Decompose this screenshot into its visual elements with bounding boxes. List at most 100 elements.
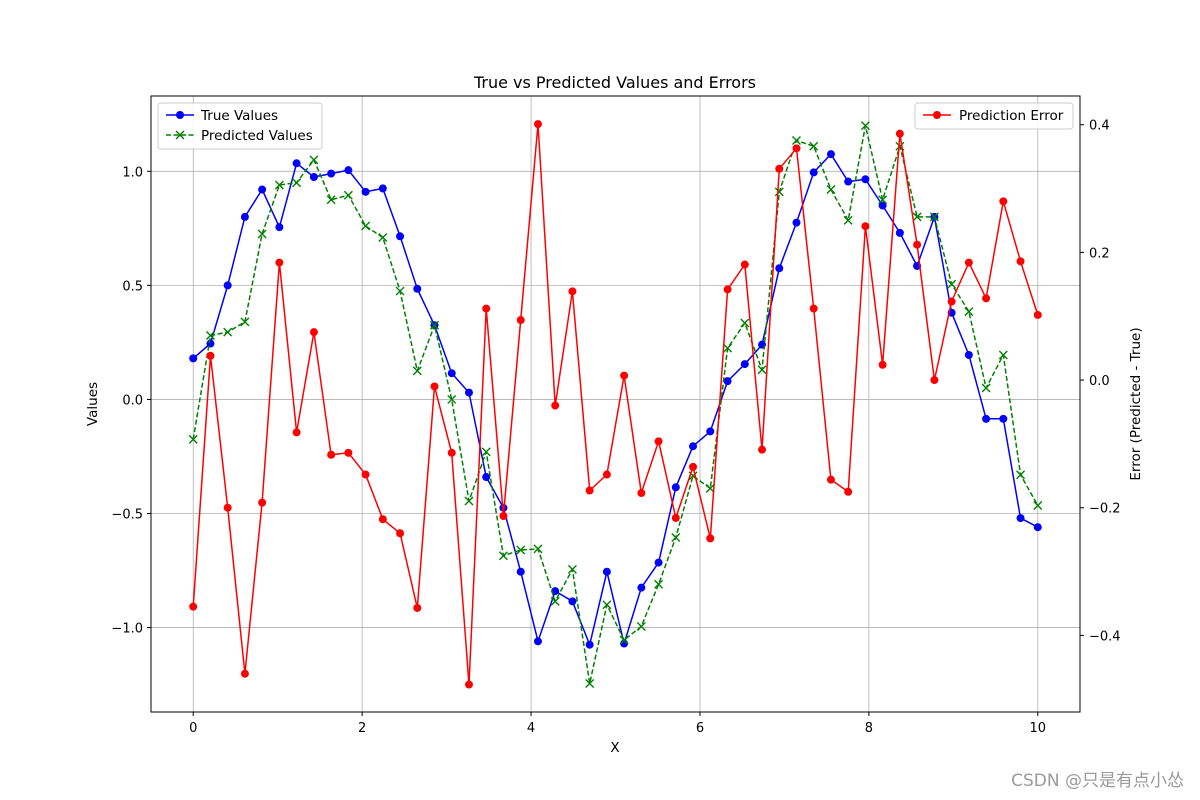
y2-axis-label: Error (Predicted - True) xyxy=(1128,327,1144,480)
legend-true-marker xyxy=(176,111,184,119)
point-predicted-values-19 xyxy=(516,545,526,555)
point-true-values-36 xyxy=(809,168,818,177)
point-prediction-error-39 xyxy=(861,222,870,231)
point-prediction-error-36 xyxy=(809,304,818,313)
point-prediction-error-34 xyxy=(775,164,784,173)
point-true-values-24 xyxy=(602,567,611,576)
point-true-values-20 xyxy=(533,637,542,646)
point-prediction-error-45 xyxy=(964,258,973,267)
y-tick-label-3: 0.5 xyxy=(122,279,143,294)
point-predicted-values-7 xyxy=(309,155,319,165)
point-prediction-error-27 xyxy=(654,437,663,446)
point-true-values-48 xyxy=(1016,514,1025,523)
point-true-values-4 xyxy=(258,185,267,194)
y2-tick-label-2: 0.0 xyxy=(1089,374,1110,389)
point-true-values-45 xyxy=(964,350,973,359)
series-prediction-error xyxy=(189,120,1042,689)
point-prediction-error-41 xyxy=(895,129,904,138)
point-predicted-values-42 xyxy=(912,212,922,222)
point-predicted-values-17 xyxy=(481,447,491,457)
point-prediction-error-31 xyxy=(723,285,732,294)
point-true-values-39 xyxy=(861,175,870,184)
point-prediction-error-33 xyxy=(758,445,767,454)
point-prediction-error-49 xyxy=(1033,310,1042,319)
point-predicted-values-18 xyxy=(498,551,508,561)
point-predicted-values-11 xyxy=(378,232,388,242)
point-prediction-error-30 xyxy=(706,534,715,543)
point-predicted-values-0 xyxy=(188,434,198,444)
legend-right-box xyxy=(914,102,1074,130)
point-prediction-error-32 xyxy=(740,260,749,269)
point-true-values-31 xyxy=(723,377,732,386)
point-prediction-error-48 xyxy=(1016,257,1025,266)
point-predicted-values-25 xyxy=(619,635,629,645)
point-predicted-values-5 xyxy=(274,180,284,190)
point-true-values-13 xyxy=(413,284,422,293)
point-prediction-error-22 xyxy=(568,287,577,296)
point-true-values-49 xyxy=(1033,523,1042,532)
x-axis-label: X xyxy=(610,740,619,756)
point-true-values-12 xyxy=(396,232,405,241)
axis-ticks: 0 2 4 6 8 10 −1.0 −0.5 0.0 0.5 1.0 −0.4 −0.2 0.0 0.2 0.… xyxy=(111,119,1120,736)
point-prediction-error-8 xyxy=(327,450,336,459)
point-predicted-values-12 xyxy=(395,286,405,296)
point-prediction-error-44 xyxy=(947,297,956,306)
point-prediction-error-26 xyxy=(637,489,646,498)
watermark: CSDN @只是有点小怂 xyxy=(1011,771,1184,791)
point-prediction-error-37 xyxy=(826,475,835,484)
point-true-values-5 xyxy=(275,223,284,232)
point-true-values-2 xyxy=(223,281,232,290)
y-axis-label: Values xyxy=(85,382,101,426)
point-true-values-26 xyxy=(637,583,646,592)
x-tick-label-0: 0 xyxy=(189,721,197,736)
legend-error-marker xyxy=(933,111,941,119)
point-true-values-40 xyxy=(878,201,887,210)
point-prediction-error-47 xyxy=(999,197,1008,206)
point-prediction-error-40 xyxy=(878,360,887,369)
point-true-values-30 xyxy=(706,427,715,436)
plot-series xyxy=(188,120,1043,689)
point-true-values-0 xyxy=(189,354,198,363)
point-prediction-error-25 xyxy=(620,371,629,380)
point-true-values-38 xyxy=(844,177,853,186)
point-predicted-values-1 xyxy=(205,331,215,341)
point-predicted-values-16 xyxy=(464,496,474,506)
chart-title: True vs Predicted Values and Errors xyxy=(473,73,756,92)
point-predicted-values-38 xyxy=(843,215,853,225)
y-tick-label-1: −0.5 xyxy=(111,508,143,523)
point-predicted-values-14 xyxy=(430,320,440,330)
y2-tick-label-3: 0.2 xyxy=(1089,246,1110,261)
point-predicted-values-10 xyxy=(361,221,371,231)
point-predicted-values-26 xyxy=(636,621,646,631)
point-predicted-values-23 xyxy=(585,678,595,688)
point-predicted-values-2 xyxy=(223,327,233,337)
point-prediction-error-4 xyxy=(258,498,267,507)
point-predicted-values-28 xyxy=(671,532,681,542)
point-prediction-error-23 xyxy=(585,486,594,495)
point-true-values-37 xyxy=(826,150,835,159)
point-predicted-values-8 xyxy=(326,195,336,205)
point-true-values-47 xyxy=(999,414,1008,423)
point-prediction-error-13 xyxy=(413,603,422,612)
point-prediction-error-24 xyxy=(602,470,611,479)
point-predicted-values-46 xyxy=(981,383,991,393)
point-prediction-error-6 xyxy=(292,428,301,437)
point-predicted-values-33 xyxy=(757,365,767,375)
point-predicted-values-4 xyxy=(257,229,267,239)
point-prediction-error-29 xyxy=(689,462,698,471)
point-prediction-error-0 xyxy=(189,602,198,611)
point-prediction-error-35 xyxy=(792,144,801,153)
point-true-values-17 xyxy=(482,473,491,482)
point-predicted-values-34 xyxy=(774,187,784,197)
point-prediction-error-19 xyxy=(516,316,525,325)
point-prediction-error-16 xyxy=(464,680,473,689)
point-predicted-values-27 xyxy=(654,579,664,589)
point-prediction-error-14 xyxy=(430,382,439,391)
point-true-values-8 xyxy=(327,169,336,178)
point-true-values-22 xyxy=(568,597,577,606)
point-prediction-error-9 xyxy=(344,448,353,457)
point-predicted-values-6 xyxy=(292,178,302,188)
point-prediction-error-15 xyxy=(447,448,456,457)
point-predicted-values-21 xyxy=(550,596,560,606)
point-prediction-error-17 xyxy=(482,304,491,313)
